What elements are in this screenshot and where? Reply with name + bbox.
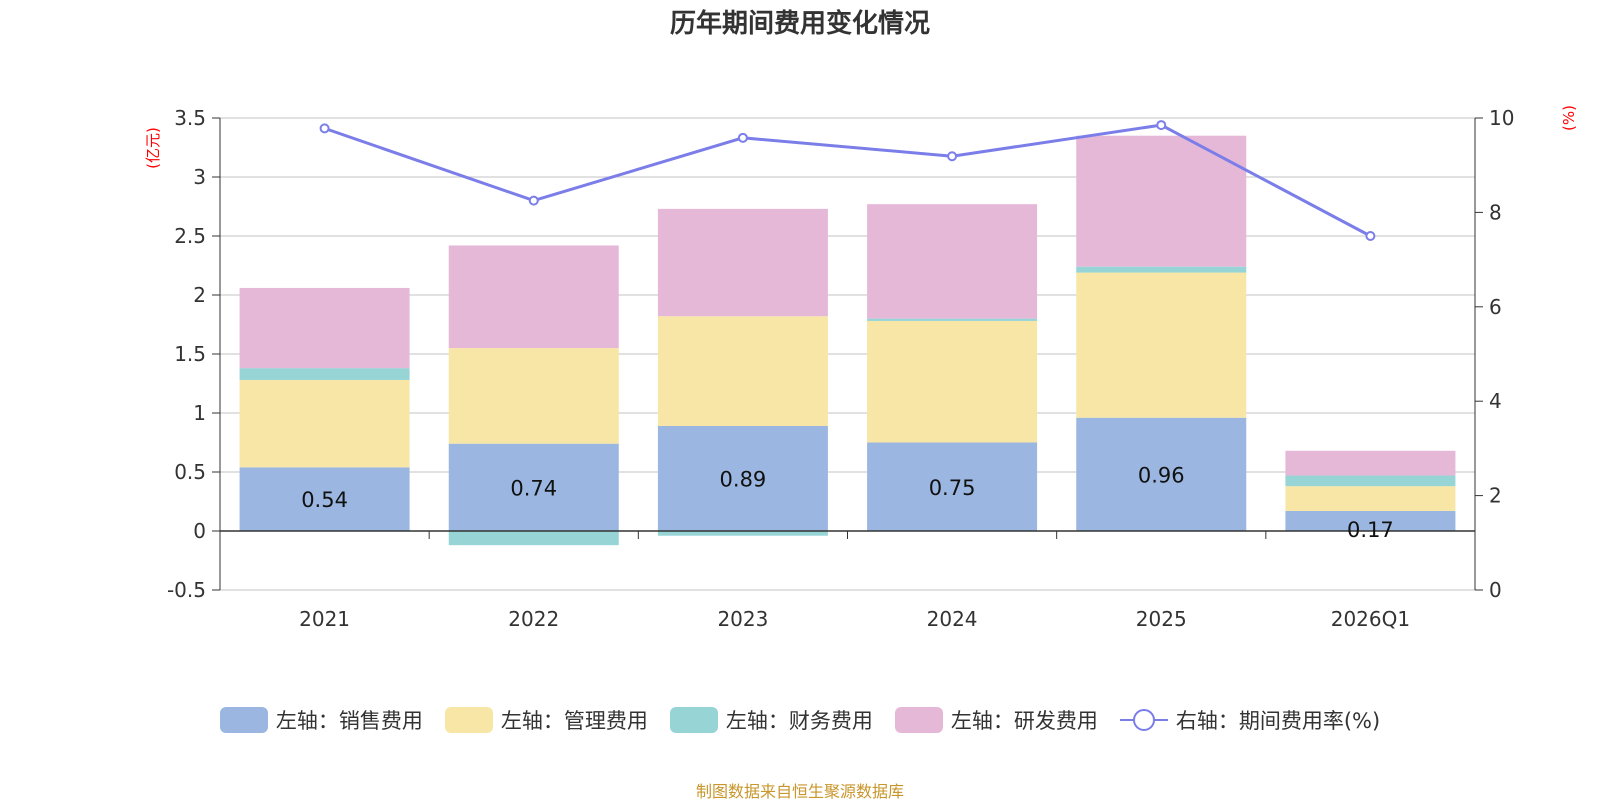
rate-point-2024	[947, 151, 958, 162]
rate-point-2025	[1156, 120, 1167, 131]
bar-rd-2022	[448, 245, 619, 349]
data-label-sales-2022: 0.74	[510, 476, 557, 500]
rate-line	[324, 123, 1372, 238]
bar-sales-2026Q1	[1285, 510, 1456, 531]
left-axis-tick-label: 2	[193, 283, 206, 307]
data-label-sales-2023: 0.89	[720, 467, 767, 491]
data-label-sales-2021: 0.54	[301, 488, 348, 512]
chart-title: 历年期间费用变化情况	[670, 8, 930, 39]
bar-admin-2025	[1076, 272, 1247, 418]
rate-point-2021	[319, 123, 330, 134]
left-axis-tick-label: 0	[193, 519, 206, 543]
data-label-sales-2026Q1: 0.17	[1347, 518, 1394, 542]
right-axis-tick-label: 2	[1489, 484, 1502, 508]
legend-swatch-rate-marker	[1132, 709, 1155, 731]
right-axis-unit: (%)	[1560, 105, 1578, 131]
right-axis-tick-label: 4	[1489, 389, 1502, 413]
data-label-sales-2024: 0.75	[929, 476, 976, 500]
rate-point-2023	[737, 132, 748, 143]
bar-sales-2022	[448, 443, 619, 531]
bar-finance-2021	[239, 368, 410, 380]
rate-point-2022	[528, 195, 539, 206]
bar-admin-2026Q1	[1285, 486, 1456, 511]
legend-item-rate[interactable]: 右轴：期间费用率(%)	[1119, 705, 1381, 735]
right-axis-tick-label: 0	[1489, 578, 1502, 602]
legend-item-finance[interactable]: 左轴：财务费用	[669, 705, 873, 735]
bar-finance-2022	[448, 531, 619, 546]
x-axis-label-2025: 2025	[1136, 607, 1187, 631]
left-axis-tick-label: 3	[193, 165, 206, 189]
bar-finance-2024	[867, 318, 1038, 321]
x-axis-label-2026Q1: 2026Q1	[1331, 607, 1410, 631]
left-axis-tick-label: 2.5	[174, 224, 206, 248]
bar-rd-2025	[1076, 135, 1247, 267]
bar-rd-2023	[657, 208, 828, 317]
legend-label-admin: 左轴：管理费用	[500, 709, 648, 733]
left-axis-tick-label: 0.5	[174, 460, 206, 484]
right-axis-tick-label: 6	[1489, 295, 1502, 319]
left-axis-unit: (亿元)	[144, 127, 162, 169]
legend-swatch-finance	[669, 707, 718, 733]
bar-rd-2024	[867, 204, 1038, 319]
legend-label-rate: 右轴：期间费用率(%)	[1175, 709, 1381, 733]
x-axis-label-2022: 2022	[508, 607, 559, 631]
bar-rd-2021	[239, 287, 410, 369]
left-axis-tick-label: -0.5	[167, 578, 206, 602]
legend-item-rd[interactable]: 左轴：研发费用	[894, 705, 1098, 735]
rate-point-2026Q1	[1365, 231, 1376, 241]
legend-swatch-rate	[1119, 707, 1168, 733]
legend-swatch-admin	[444, 707, 493, 733]
bar-sales-2024	[867, 442, 1038, 531]
right-axis-tick-label: 10	[1489, 106, 1514, 130]
legend-label-finance: 左轴：财务费用	[725, 709, 873, 733]
bar-admin-2022	[448, 348, 619, 444]
bar-sales-2021	[239, 467, 410, 531]
bar-finance-2023	[657, 531, 828, 536]
bar-finance-2025	[1076, 266, 1247, 273]
x-axis-label-2024: 2024	[927, 607, 978, 631]
x-axis-label-2023: 2023	[717, 607, 768, 631]
legend-label-sales: 左轴：销售费用	[275, 709, 423, 733]
bar-sales-2025	[1076, 417, 1247, 531]
left-axis-tick-label: 3.5	[174, 106, 206, 130]
legend: 左轴：销售费用 左轴：管理费用 左轴：财务费用 左轴：研发费用 右轴：期间费用率…	[0, 704, 1600, 736]
data-source-note: 制图数据来自恒生聚源数据库	[695, 782, 904, 801]
bar-admin-2023	[657, 316, 828, 426]
left-axis-tick-label: 1.5	[174, 342, 206, 366]
bar-sales-2023	[657, 425, 828, 531]
legend-swatch-sales	[219, 707, 268, 733]
left-axis-tick-label: 1	[193, 401, 206, 425]
legend-item-admin[interactable]: 左轴：管理费用	[444, 705, 648, 735]
bar-admin-2024	[867, 320, 1038, 443]
bar-finance-2026Q1	[1285, 475, 1456, 487]
x-axis-label-2021: 2021	[299, 607, 350, 631]
bar-admin-2021	[239, 379, 410, 468]
bar-rd-2026Q1	[1285, 450, 1456, 476]
right-axis-tick-label: 8	[1489, 200, 1502, 224]
legend-label-rd: 左轴：研发费用	[950, 709, 1098, 733]
data-label-sales-2025: 0.96	[1138, 463, 1185, 487]
legend-swatch-rd	[894, 707, 943, 733]
legend-item-sales[interactable]: 左轴：销售费用	[219, 705, 423, 735]
